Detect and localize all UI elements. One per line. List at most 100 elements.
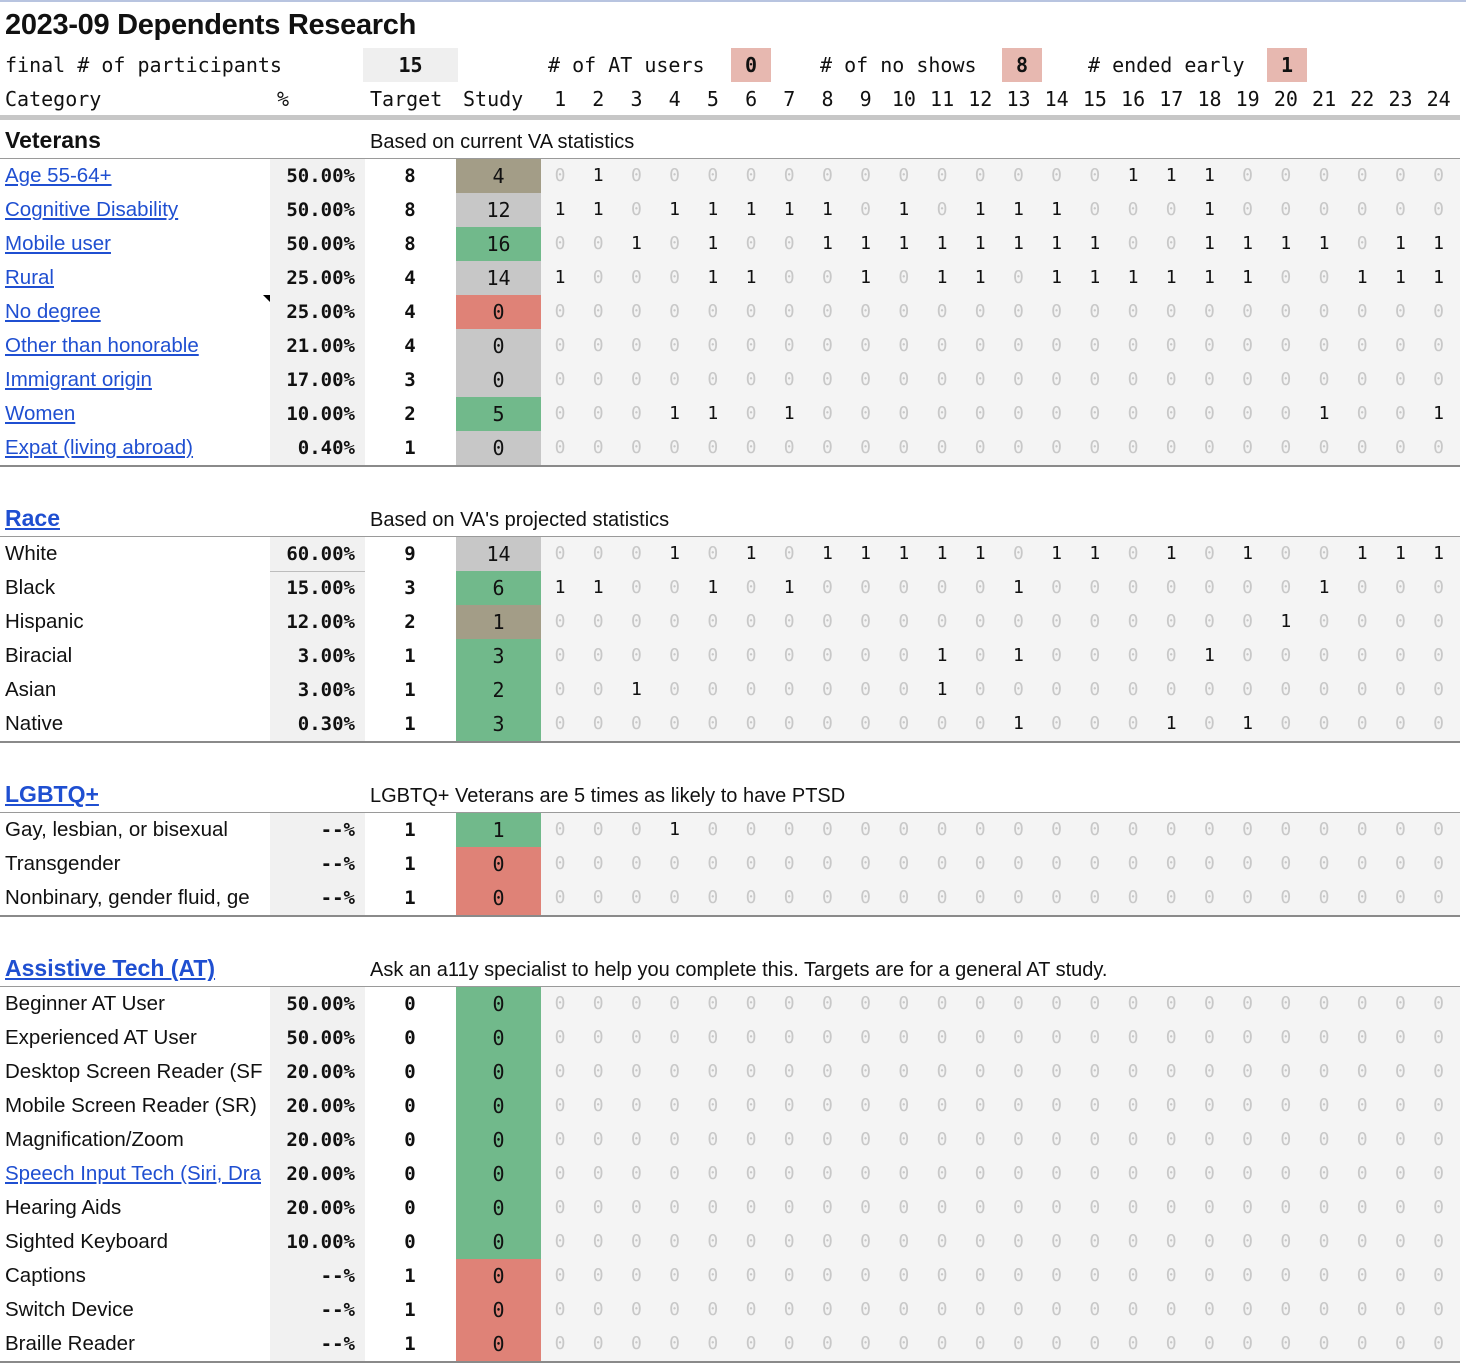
session-cell[interactable]: 0 — [1433, 679, 1445, 700]
session-cell[interactable]: 0 — [1356, 403, 1368, 424]
session-cell[interactable]: 1 — [669, 403, 681, 424]
section-title-lgbtq[interactable]: LGBTQ+ — [5, 781, 99, 807]
session-cell[interactable]: 0 — [1012, 1163, 1024, 1184]
session-cell[interactable]: 0 — [1394, 1163, 1406, 1184]
session-cell[interactable]: 0 — [1127, 853, 1139, 874]
session-cell[interactable]: 0 — [707, 437, 719, 458]
session-cell[interactable]: 1 — [1242, 233, 1254, 254]
session-cell[interactable]: 1 — [745, 267, 757, 288]
session-cell[interactable]: 0 — [745, 1095, 757, 1116]
session-cell[interactable]: 0 — [1012, 611, 1024, 632]
session-cell[interactable]: 0 — [1356, 1027, 1368, 1048]
session-cell[interactable]: 1 — [1242, 267, 1254, 288]
session-cell[interactable]: 0 — [936, 1265, 948, 1286]
session-cell[interactable]: 0 — [592, 267, 604, 288]
session-cell[interactable]: 0 — [630, 1095, 642, 1116]
session-cell[interactable]: 0 — [1012, 853, 1024, 874]
session-cell[interactable]: 0 — [630, 369, 642, 390]
target-value[interactable]: 0 — [404, 1197, 416, 1219]
session-cell[interactable]: 0 — [745, 301, 757, 322]
target-value[interactable]: 8 — [404, 233, 416, 255]
session-cell[interactable]: 0 — [1127, 1197, 1139, 1218]
session-cell[interactable]: 0 — [630, 199, 642, 220]
session-cell[interactable]: 1 — [592, 165, 604, 186]
session-cell[interactable]: 0 — [783, 267, 795, 288]
session-cell[interactable]: 0 — [707, 611, 719, 632]
session-cell[interactable]: 0 — [1089, 713, 1101, 734]
session-cell[interactable]: 0 — [1242, 819, 1254, 840]
session-cell[interactable]: 0 — [783, 1333, 795, 1354]
study-count[interactable]: 0 — [456, 881, 541, 915]
session-cell[interactable]: 0 — [1318, 887, 1330, 908]
session-cell[interactable]: 0 — [1051, 1129, 1063, 1150]
session-cell[interactable]: 0 — [821, 1027, 833, 1048]
session-cell[interactable]: 0 — [592, 1095, 604, 1116]
session-cell[interactable]: 0 — [898, 369, 910, 390]
session-cell[interactable]: 0 — [1356, 819, 1368, 840]
session-cell[interactable]: 0 — [974, 1299, 986, 1320]
session-cell[interactable]: 0 — [669, 611, 681, 632]
session-cell[interactable]: 0 — [1356, 679, 1368, 700]
session-cell[interactable]: 0 — [630, 853, 642, 874]
session-cell[interactable]: 0 — [860, 165, 872, 186]
session-cell[interactable]: 0 — [1356, 887, 1368, 908]
percent-value[interactable]: --% — [320, 1265, 355, 1287]
study-count[interactable]: 0 — [456, 1259, 541, 1293]
session-cell[interactable]: 0 — [860, 1333, 872, 1354]
session-cell[interactable]: 0 — [860, 1197, 872, 1218]
session-cell[interactable]: 0 — [1242, 577, 1254, 598]
study-count[interactable]: 4 — [456, 159, 541, 193]
session-cell[interactable]: 1 — [669, 819, 681, 840]
session-cell[interactable]: 0 — [783, 165, 795, 186]
session-cell[interactable]: 0 — [707, 1197, 719, 1218]
session-cell[interactable]: 1 — [1089, 543, 1101, 564]
session-cell[interactable]: 1 — [707, 403, 719, 424]
session-cell[interactable]: 0 — [1165, 819, 1177, 840]
session-cell[interactable]: 0 — [1356, 437, 1368, 458]
session-cell[interactable]: 0 — [1318, 369, 1330, 390]
session-cell[interactable]: 0 — [592, 301, 604, 322]
session-cell[interactable]: 0 — [860, 887, 872, 908]
session-cell[interactable]: 0 — [1280, 437, 1292, 458]
session-cell[interactable]: 0 — [1127, 437, 1139, 458]
session-cell[interactable]: 0 — [783, 993, 795, 1014]
session-cell[interactable]: 0 — [1051, 993, 1063, 1014]
session-cell[interactable]: 0 — [1280, 1061, 1292, 1082]
session-cell[interactable]: 0 — [630, 1129, 642, 1150]
session-cell[interactable]: 0 — [1127, 301, 1139, 322]
target-value[interactable]: 8 — [404, 165, 416, 187]
session-cell[interactable]: 0 — [554, 1197, 566, 1218]
session-cell[interactable]: 0 — [1242, 1265, 1254, 1286]
percent-value[interactable]: 3.00% — [297, 679, 355, 701]
session-cell[interactable]: 0 — [783, 1163, 795, 1184]
study-count[interactable]: 0 — [456, 1089, 541, 1123]
target-value[interactable]: 1 — [404, 887, 416, 909]
session-cell[interactable]: 0 — [1165, 437, 1177, 458]
session-cell[interactable]: 0 — [936, 1129, 948, 1150]
session-cell[interactable]: 0 — [1203, 611, 1215, 632]
session-cell[interactable]: 0 — [898, 1197, 910, 1218]
session-cell[interactable]: 0 — [707, 819, 719, 840]
session-cell[interactable]: 0 — [1203, 1129, 1215, 1150]
session-cell[interactable]: 0 — [1433, 645, 1445, 666]
session-cell[interactable]: 0 — [1012, 1265, 1024, 1286]
study-count[interactable]: 14 — [456, 537, 541, 571]
session-cell[interactable]: 0 — [630, 335, 642, 356]
session-cell[interactable]: 0 — [1280, 1231, 1292, 1252]
session-cell[interactable]: 0 — [1394, 993, 1406, 1014]
session-cell[interactable]: 0 — [1318, 437, 1330, 458]
session-cell[interactable]: 0 — [707, 369, 719, 390]
comment-indicator-icon[interactable] — [263, 295, 270, 302]
session-cell[interactable]: 0 — [898, 577, 910, 598]
session-cell[interactable]: 0 — [1433, 993, 1445, 1014]
session-cell[interactable]: 0 — [821, 679, 833, 700]
session-cell[interactable]: 0 — [745, 403, 757, 424]
session-cell[interactable]: 0 — [1242, 887, 1254, 908]
session-cell[interactable]: 0 — [592, 1333, 604, 1354]
session-cell[interactable]: 0 — [669, 1231, 681, 1252]
session-cell[interactable]: 0 — [1051, 1197, 1063, 1218]
session-cell[interactable]: 0 — [974, 369, 986, 390]
session-cell[interactable]: 0 — [1242, 993, 1254, 1014]
session-cell[interactable]: 0 — [974, 713, 986, 734]
session-cell[interactable]: 0 — [1242, 1333, 1254, 1354]
